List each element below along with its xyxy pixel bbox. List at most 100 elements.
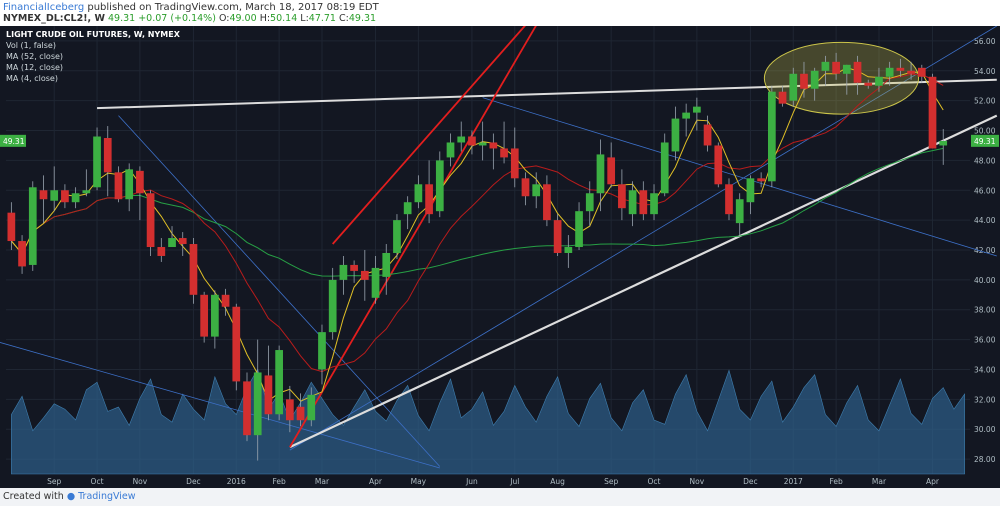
candle-body — [500, 148, 508, 158]
candle-body — [853, 61, 862, 83]
candle-body — [82, 190, 91, 194]
candle-body — [810, 70, 819, 89]
candle-body — [146, 193, 155, 248]
candle-body — [564, 247, 573, 253]
candle-body — [61, 190, 69, 203]
candle-body — [253, 372, 262, 436]
candle-body — [618, 184, 626, 209]
candle-body — [296, 406, 305, 421]
candle-body — [821, 61, 830, 71]
candle-body — [928, 76, 937, 149]
candle-body — [393, 220, 401, 253]
y-tick-label: 36.00 — [974, 336, 996, 345]
y-tick-label: 34.00 — [974, 365, 996, 374]
candle-body — [693, 106, 701, 113]
candle-body — [468, 136, 476, 146]
header-bar: FinancialIceberg published on TradingVie… — [0, 0, 1000, 27]
price-change: +0.07 (+0.14%) — [138, 13, 216, 24]
x-tick-label: Aug — [550, 477, 565, 486]
candle-body — [521, 178, 530, 197]
x-tick-label: Mar — [315, 477, 330, 486]
candle-body — [489, 142, 498, 149]
candle-body — [264, 375, 273, 415]
candle-body — [596, 154, 605, 194]
tradingview-logo-icon: ● — [66, 491, 76, 502]
candle-body — [168, 238, 176, 248]
open-value: 49.00 — [229, 13, 257, 24]
x-tick-label: 2017 — [784, 477, 803, 486]
x-tick-label: Nov — [690, 477, 705, 486]
footer-bar: Created with ● TradingView — [0, 488, 1000, 506]
x-tick-label: 2016 — [227, 477, 246, 486]
publisher-name[interactable]: FinancialIceberg — [3, 2, 85, 13]
candle-body — [403, 202, 412, 215]
blue-line-desc — [482, 97, 997, 257]
candle-body — [628, 190, 637, 215]
candle-body — [543, 184, 551, 221]
legend-ma12: MA (12, close) — [6, 63, 63, 72]
left-price-tag — [0, 134, 26, 147]
candle-body — [200, 294, 209, 337]
close-label: C: — [339, 13, 349, 24]
ma12-line — [11, 73, 944, 373]
y-tick-label: 32.00 — [974, 395, 996, 404]
current-price-tag — [971, 134, 999, 147]
candle-body — [7, 212, 16, 242]
candle-body — [682, 112, 691, 119]
y-tick-label: 46.00 — [974, 186, 996, 195]
candle-body — [478, 142, 487, 146]
candle-body — [714, 145, 723, 185]
candle-body — [360, 270, 369, 280]
candle-body — [71, 193, 80, 203]
y-tick-label: 56.00 — [974, 37, 996, 46]
x-tick-label: May — [411, 477, 427, 486]
current-price-label: 49.31 — [974, 137, 996, 146]
published-text: published on TradingView.com, March 18, … — [87, 2, 379, 13]
candle-body — [328, 279, 337, 333]
candle-body — [842, 64, 851, 74]
candle-body — [50, 190, 59, 201]
candle-body — [703, 124, 712, 146]
x-tick-label: Nov — [133, 477, 148, 486]
candles — [7, 52, 948, 461]
candle-body — [660, 142, 669, 194]
symbol-name: NYMEX_DL:CL2!, W — [3, 13, 105, 24]
red-channel-lower — [289, 0, 553, 448]
chart-area[interactable]: Sep Oct Nov Dec 2016 Feb Mar Apr May Jun Jul Aug Sep… — [0, 0, 1000, 488]
y-axis[interactable]: 56.00 54.00 52.00 50.00 48.00 46.00 44.00 42.00… — [0, 26, 1000, 488]
y-axis-background — [970, 26, 1000, 488]
candle-body — [285, 399, 294, 421]
x-tick-label: Apr — [369, 477, 383, 486]
candle-body — [789, 73, 798, 101]
left-price-label: 49.31 — [3, 137, 25, 146]
y-tick-label: 52.00 — [974, 97, 996, 106]
candle-body — [178, 238, 187, 245]
candle-body — [114, 172, 123, 200]
y-tick-label: 48.00 — [974, 156, 996, 165]
y-tick-label: 28.00 — [974, 455, 996, 464]
price-chart[interactable]: Sep Oct Nov Dec 2016 Feb Mar Apr May Jun Jul Aug Sep… — [0, 0, 1000, 488]
candle-body — [553, 220, 562, 253]
candle-body — [875, 76, 883, 86]
candle-body — [639, 190, 648, 215]
candle-body — [532, 184, 541, 197]
candle-body — [885, 67, 894, 77]
x-tick-label: Oct — [91, 477, 104, 486]
y-tick-label: 44.00 — [974, 216, 996, 225]
low-label: L: — [300, 13, 309, 24]
y-tick-label: 40.00 — [974, 276, 996, 285]
candle-body — [307, 394, 316, 421]
moving-averages — [11, 67, 944, 402]
blue-line-lower-left — [0, 342, 440, 469]
candle-body — [907, 70, 915, 74]
candle-body — [232, 306, 241, 382]
x-axis: Sep Oct Nov Dec 2016 Feb Mar Apr May Jun Jul Aug Sep… — [47, 477, 940, 486]
tradingview-link[interactable]: TradingView — [78, 491, 136, 502]
last-price: 49.31 — [107, 13, 136, 24]
y-tick-label: 50.00 — [974, 127, 996, 136]
candle-body — [136, 170, 144, 194]
x-tick-label: Jul — [509, 477, 519, 486]
candle-body — [746, 178, 755, 203]
candle-body — [896, 67, 905, 71]
y-tick-label: 38.00 — [974, 306, 996, 315]
